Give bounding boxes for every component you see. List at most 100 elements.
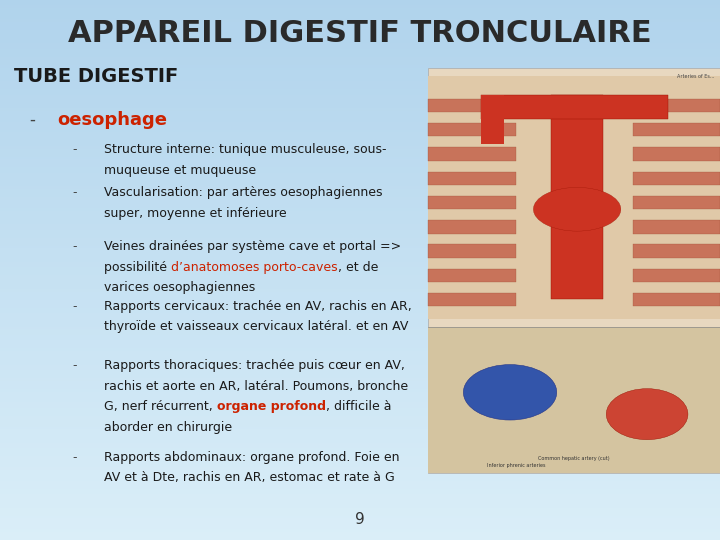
Text: Structure interne: tunique musculeuse, sous-: Structure interne: tunique musculeuse, s… bbox=[104, 143, 387, 156]
Ellipse shape bbox=[606, 389, 688, 440]
Bar bbox=[0, 524, 720, 526]
Bar bbox=[0, 402, 720, 405]
Text: Veines drainées par système cave et portal =>: Veines drainées par système cave et port… bbox=[104, 240, 402, 253]
Bar bbox=[0, 294, 720, 297]
Bar bbox=[0, 329, 720, 332]
Bar bbox=[0, 19, 720, 22]
Bar bbox=[0, 22, 720, 24]
Bar bbox=[0, 111, 720, 113]
Bar bbox=[0, 494, 720, 497]
Text: d’anatomoses porto-caves: d’anatomoses porto-caves bbox=[171, 261, 338, 274]
Bar bbox=[0, 275, 720, 278]
Bar bbox=[0, 302, 720, 305]
Bar bbox=[0, 521, 720, 524]
Bar bbox=[0, 246, 720, 248]
Bar bbox=[0, 535, 720, 537]
Bar bbox=[0, 5, 720, 8]
Bar bbox=[428, 293, 516, 306]
Bar bbox=[428, 269, 516, 282]
Text: , et de: , et de bbox=[338, 261, 379, 274]
Bar bbox=[0, 49, 720, 51]
Bar bbox=[0, 130, 720, 132]
Bar bbox=[0, 381, 720, 383]
Bar bbox=[0, 378, 720, 381]
Bar bbox=[0, 135, 720, 138]
Text: -: - bbox=[72, 359, 76, 372]
Bar bbox=[0, 184, 720, 186]
Bar bbox=[0, 70, 720, 73]
Bar bbox=[0, 432, 720, 435]
Bar bbox=[0, 324, 720, 327]
Bar bbox=[0, 335, 720, 338]
Bar bbox=[0, 224, 720, 227]
Bar bbox=[0, 483, 720, 486]
Bar bbox=[0, 440, 720, 443]
Bar bbox=[633, 123, 720, 136]
Bar bbox=[0, 46, 720, 49]
Bar bbox=[0, 516, 720, 518]
Bar bbox=[0, 197, 720, 200]
Bar bbox=[0, 367, 720, 370]
Bar bbox=[0, 397, 720, 400]
Bar bbox=[0, 238, 720, 240]
Bar bbox=[0, 86, 720, 89]
Bar bbox=[0, 508, 720, 510]
Bar bbox=[0, 310, 720, 313]
Bar bbox=[0, 92, 720, 94]
Bar bbox=[0, 132, 720, 135]
Bar bbox=[0, 57, 720, 59]
Bar bbox=[0, 408, 720, 410]
Bar bbox=[0, 529, 720, 532]
Text: Rapports abdominaux: organe profond. Foie en: Rapports abdominaux: organe profond. Foi… bbox=[104, 451, 400, 464]
Bar bbox=[0, 192, 720, 194]
Bar bbox=[0, 491, 720, 494]
Bar bbox=[0, 427, 720, 429]
Text: 9: 9 bbox=[355, 511, 365, 526]
Bar bbox=[0, 278, 720, 281]
Bar bbox=[633, 147, 720, 160]
Bar bbox=[0, 316, 720, 319]
Bar bbox=[0, 189, 720, 192]
Bar bbox=[633, 269, 720, 282]
Bar bbox=[633, 172, 720, 185]
Text: rachis et aorte en AR, latéral. Poumons, bronche: rachis et aorte en AR, latéral. Poumons,… bbox=[104, 380, 408, 393]
Bar bbox=[0, 443, 720, 445]
Bar bbox=[0, 159, 720, 162]
Bar bbox=[0, 478, 720, 481]
Bar bbox=[0, 321, 720, 324]
Bar bbox=[0, 270, 720, 273]
Bar bbox=[0, 84, 720, 86]
Bar bbox=[0, 94, 720, 97]
Bar bbox=[0, 8, 720, 11]
Bar bbox=[0, 351, 720, 354]
Bar bbox=[0, 362, 720, 364]
Bar bbox=[0, 338, 720, 340]
Bar bbox=[0, 232, 720, 235]
Bar bbox=[0, 65, 720, 68]
Bar bbox=[0, 451, 720, 454]
Bar bbox=[0, 454, 720, 456]
Bar bbox=[0, 281, 720, 284]
Bar bbox=[0, 273, 720, 275]
Text: muqueuse et muqueuse: muqueuse et muqueuse bbox=[104, 164, 256, 177]
Bar bbox=[0, 54, 720, 57]
Bar bbox=[0, 248, 720, 251]
Bar bbox=[0, 27, 720, 30]
Bar bbox=[0, 459, 720, 462]
Bar bbox=[0, 470, 720, 472]
Bar bbox=[0, 424, 720, 427]
Text: Rapports cervicaux: trachée en AV, rachis en AR,: Rapports cervicaux: trachée en AV, rachi… bbox=[104, 300, 412, 313]
Bar bbox=[0, 500, 720, 502]
Bar bbox=[0, 313, 720, 316]
Bar bbox=[0, 113, 720, 116]
Bar bbox=[0, 437, 720, 440]
Bar bbox=[428, 147, 516, 160]
Text: , difficile à: , difficile à bbox=[326, 400, 392, 413]
Ellipse shape bbox=[464, 364, 557, 420]
Bar bbox=[428, 68, 720, 472]
Bar bbox=[0, 202, 720, 205]
Bar bbox=[0, 76, 720, 78]
Bar bbox=[0, 173, 720, 176]
Bar bbox=[0, 151, 720, 154]
Bar bbox=[0, 97, 720, 100]
